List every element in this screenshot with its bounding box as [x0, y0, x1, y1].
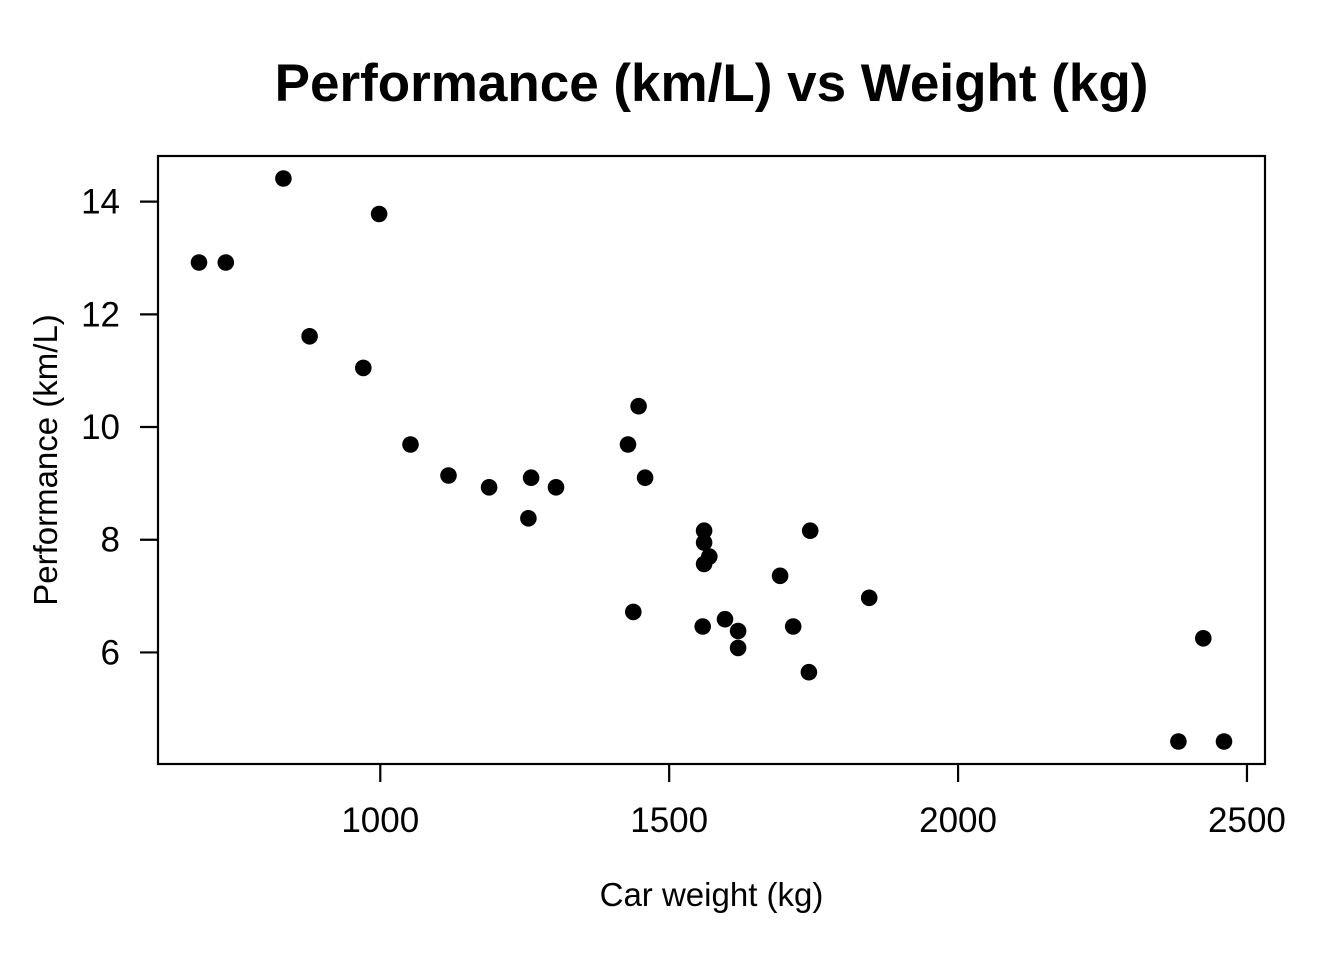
data-point — [1195, 630, 1212, 647]
y-tick-label: 8 — [101, 521, 120, 560]
data-point — [860, 589, 878, 607]
x-tick-label: 2500 — [1208, 801, 1286, 840]
data-point — [275, 170, 292, 187]
y-tick-label: 10 — [81, 408, 120, 447]
data-point — [625, 603, 642, 621]
data-point — [729, 622, 747, 640]
data-point — [695, 534, 713, 551]
data-point — [716, 610, 734, 628]
data-point — [547, 479, 565, 496]
y-tick-label: 6 — [101, 633, 120, 672]
data-point — [636, 469, 654, 487]
data-point — [784, 618, 802, 635]
x-tick-label: 1500 — [630, 801, 708, 840]
data-point — [217, 254, 235, 271]
data-point — [729, 639, 747, 657]
data-point — [695, 522, 713, 539]
x-axis-label: Car weight (kg) — [600, 876, 824, 913]
data-point — [771, 567, 789, 585]
data-point — [402, 436, 419, 453]
data-point — [520, 510, 537, 527]
data-point — [695, 555, 713, 573]
data-point — [801, 522, 819, 539]
x-axis-ticks: 1000 1500 2000 2500 — [341, 764, 1286, 840]
plot-frame — [156, 154, 1267, 766]
x-tick-label: 2000 — [919, 801, 997, 840]
data-point — [694, 618, 711, 635]
data-point — [355, 359, 372, 377]
data-point — [480, 479, 498, 496]
data-point — [190, 254, 208, 271]
y-tick-label: 14 — [81, 183, 120, 222]
x-tick-label: 1000 — [341, 801, 419, 840]
data-point — [800, 663, 818, 681]
data-point — [619, 436, 637, 453]
data-point — [630, 397, 647, 415]
data-point — [440, 467, 457, 484]
chart-title: Performance (km/L) vs Weight (kg) — [275, 54, 1149, 113]
data-point — [1215, 733, 1233, 750]
y-axis-label: Performance (km/L) — [27, 314, 64, 606]
data-point — [522, 469, 540, 487]
y-tick-label: 12 — [81, 295, 120, 334]
data-point — [1170, 733, 1187, 750]
y-axis-ticks: 6 8 10 12 14 — [81, 183, 158, 672]
data-points — [190, 170, 1233, 750]
data-point — [301, 328, 318, 345]
data-point — [370, 205, 388, 223]
